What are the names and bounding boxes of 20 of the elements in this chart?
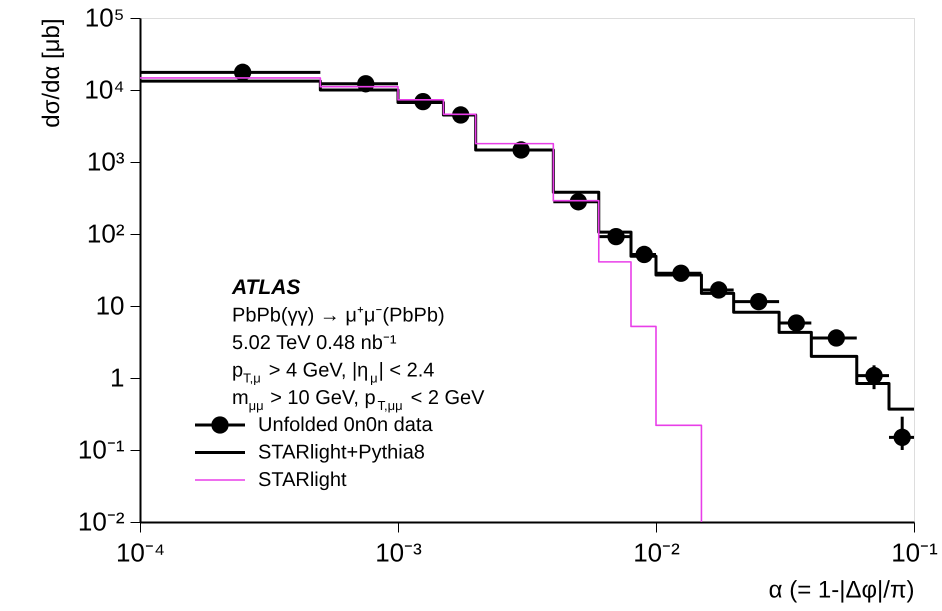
x-tick-label: 10⁻¹ xyxy=(891,538,938,568)
annotation: PbPb(γγ) → μ⁺μ⁻(PbPb) xyxy=(232,304,445,326)
x-tick-label: 10⁻² xyxy=(633,538,680,568)
annotation: 5.02 TeV 0.48 nb⁻¹ xyxy=(232,332,397,354)
y-tick-label: 10 xyxy=(96,290,124,320)
y-tick-label: 10² xyxy=(86,218,125,248)
y-tick-label: 10⁻¹ xyxy=(78,434,125,464)
y-tick-label: 10³ xyxy=(86,146,125,176)
y-axis-title: dσ/dα [μb] xyxy=(38,18,65,128)
legend-label: STARlight xyxy=(258,469,347,491)
legend-label: Unfolded 0n0n data xyxy=(258,414,434,436)
legend-label: STARlight+Pythia8 xyxy=(258,442,425,464)
y-tick-label: 10⁻² xyxy=(78,506,125,536)
y-tick-label: 10⁵ xyxy=(84,2,124,32)
y-tick-label: 10⁴ xyxy=(84,74,124,104)
x-axis-title: α (= 1-|Δφ|/π) xyxy=(768,576,914,604)
x-tick-label: 10⁻⁴ xyxy=(116,538,166,568)
annotation: ATLAS xyxy=(231,276,300,299)
y-tick-label: 1 xyxy=(110,362,124,392)
x-tick-label: 10⁻³ xyxy=(375,538,422,568)
